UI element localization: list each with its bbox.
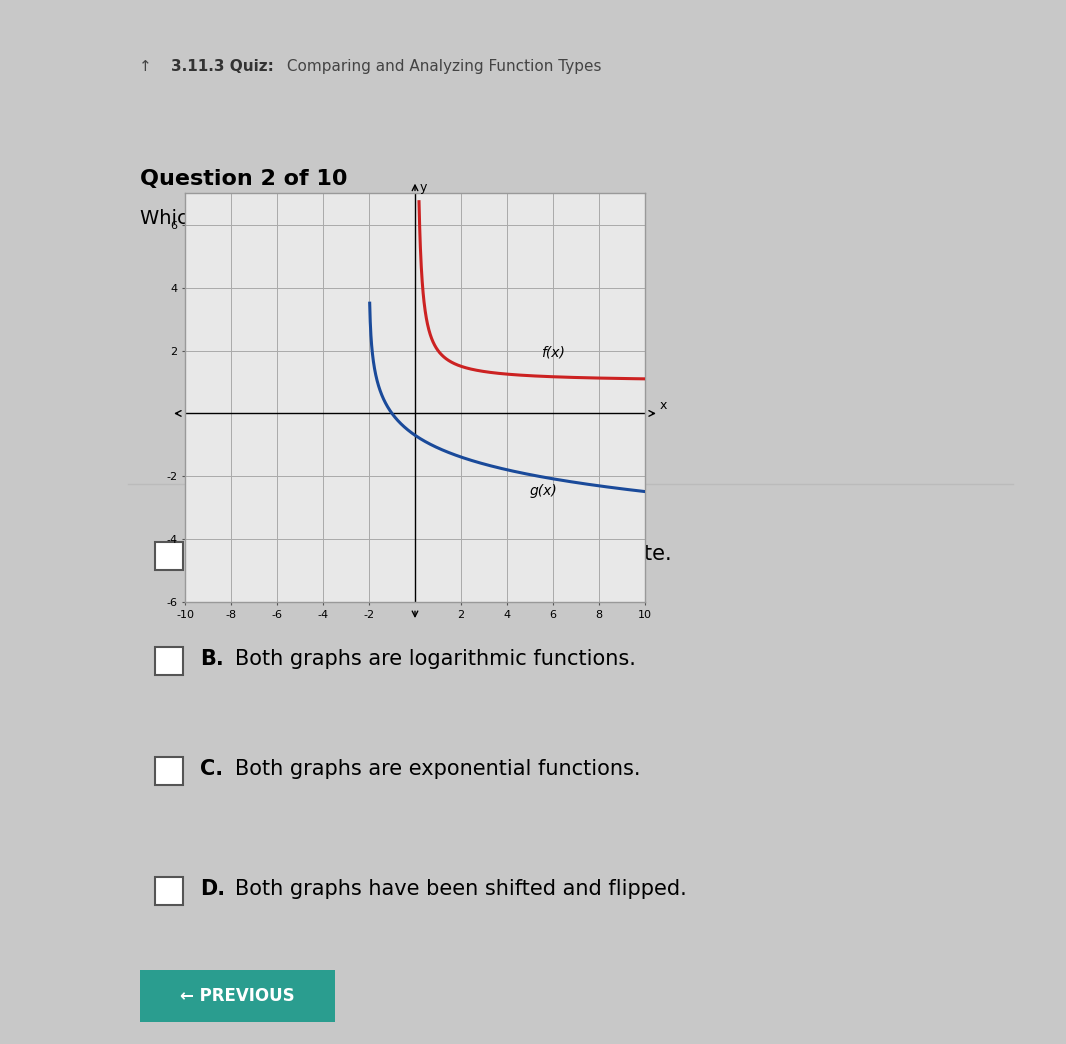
Text: f(x): f(x) <box>542 346 565 360</box>
Text: B.: B. <box>200 649 224 669</box>
Text: x: x <box>660 399 667 412</box>
Text: Both graphs have exactly one asymptote.: Both graphs have exactly one asymptote. <box>235 544 672 564</box>
Bar <box>155 647 183 675</box>
Text: Question 2 of 10: Question 2 of 10 <box>140 169 348 189</box>
Text: Both graphs have been shifted and flipped.: Both graphs have been shifted and flippe… <box>235 879 687 899</box>
Text: y: y <box>419 181 426 193</box>
Text: D.: D. <box>200 879 225 899</box>
Text: Which of these statements are true?: Which of these statements are true? <box>140 209 497 229</box>
Text: ↑: ↑ <box>139 60 151 74</box>
Text: Both graphs are logarithmic functions.: Both graphs are logarithmic functions. <box>235 649 636 669</box>
Bar <box>155 757 183 785</box>
Text: 3.11.3 Quiz:: 3.11.3 Quiz: <box>171 60 274 74</box>
Text: g(x): g(x) <box>530 484 558 498</box>
Text: Both graphs are exponential functions.: Both graphs are exponential functions. <box>235 759 641 779</box>
Text: Comparing and Analyzing Function Types: Comparing and Analyzing Function Types <box>282 60 602 74</box>
Text: A.: A. <box>200 544 224 564</box>
Text: ← PREVIOUS: ← PREVIOUS <box>180 987 294 1005</box>
Bar <box>140 970 335 1022</box>
Text: C.: C. <box>200 759 223 779</box>
Bar <box>155 542 183 570</box>
Bar <box>155 877 183 905</box>
